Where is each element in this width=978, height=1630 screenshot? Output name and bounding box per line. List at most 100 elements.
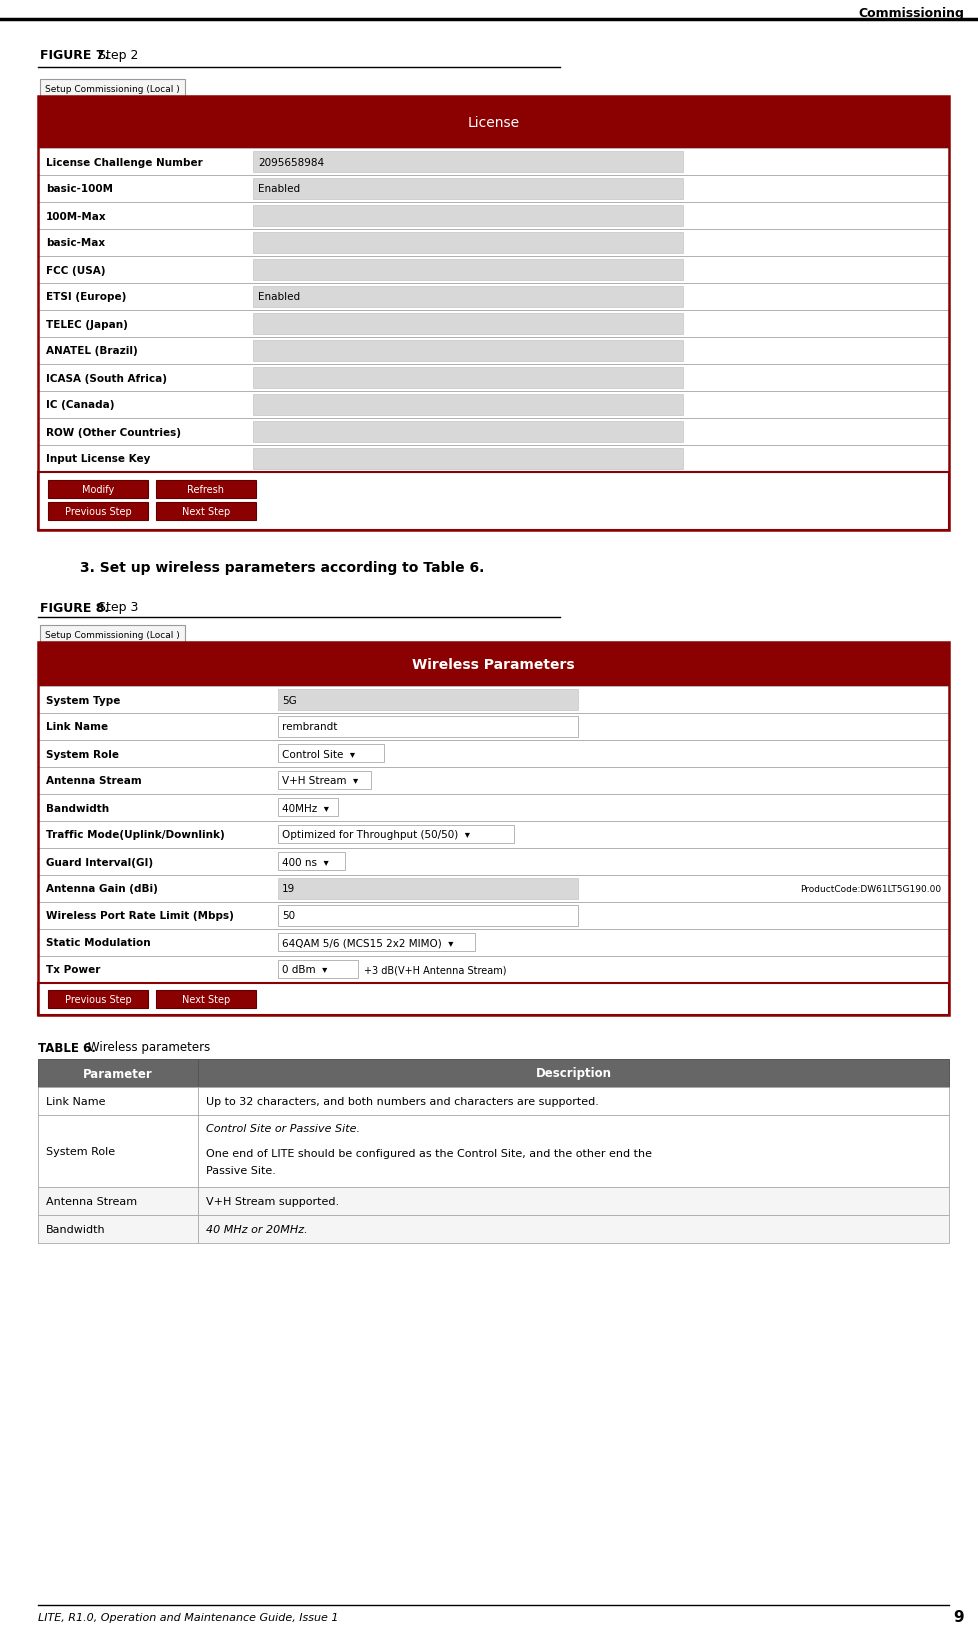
Text: 400 ns  ▾: 400 ns ▾ <box>282 857 329 867</box>
Bar <box>38 794 948 822</box>
Text: TELEC (Japan): TELEC (Japan) <box>46 319 128 329</box>
Text: 2095658984: 2095658984 <box>258 158 324 168</box>
Text: LITE, R1.0, Operation and Maintenance Guide, Issue 1: LITE, R1.0, Operation and Maintenance Gu… <box>38 1612 338 1622</box>
Text: Bandwidth: Bandwidth <box>46 804 109 813</box>
Text: Antenna Stream: Antenna Stream <box>46 1196 137 1206</box>
Bar <box>252 315 683 334</box>
Text: Step 3: Step 3 <box>98 601 138 615</box>
Text: FCC (USA): FCC (USA) <box>46 266 106 275</box>
Bar <box>198 1087 948 1115</box>
Bar <box>252 448 683 469</box>
Bar <box>48 481 148 499</box>
Bar <box>38 822 948 849</box>
Bar <box>156 502 255 520</box>
Text: 64QAM 5/6 (MCS15 2x2 MIMO)  ▾: 64QAM 5/6 (MCS15 2x2 MIMO) ▾ <box>282 937 453 949</box>
Text: System Role: System Role <box>46 750 119 760</box>
Text: FIGURE 8.: FIGURE 8. <box>40 601 109 615</box>
Text: basic-100M: basic-100M <box>46 184 112 194</box>
Bar <box>252 179 683 200</box>
Bar <box>38 419 948 445</box>
Text: Input License Key: Input License Key <box>46 455 151 465</box>
Bar <box>38 714 948 740</box>
Text: Control Site  ▾: Control Site ▾ <box>282 750 355 760</box>
Bar <box>252 233 683 254</box>
Bar <box>38 957 948 983</box>
Bar <box>40 626 185 644</box>
Bar <box>38 983 948 1015</box>
Text: Commissioning: Commissioning <box>858 7 963 20</box>
Text: Passive Site.: Passive Site. <box>205 1165 276 1175</box>
Bar <box>38 768 948 794</box>
Text: Antenna Gain (dBi): Antenna Gain (dBi) <box>46 883 157 893</box>
Bar <box>38 176 948 202</box>
Bar <box>38 1216 198 1244</box>
Text: ANATEL (Brazil): ANATEL (Brazil) <box>46 346 138 357</box>
Bar <box>38 875 948 903</box>
Text: V+H Stream supported.: V+H Stream supported. <box>205 1196 338 1206</box>
Bar <box>252 368 683 390</box>
Bar <box>278 852 344 870</box>
Bar <box>38 929 948 957</box>
Text: V+H Stream  ▾: V+H Stream ▾ <box>282 776 358 786</box>
Bar <box>40 80 185 98</box>
Text: Previous Step: Previous Step <box>65 507 131 517</box>
Bar <box>278 905 577 926</box>
Text: Wireless Port Rate Limit (Mbps): Wireless Port Rate Limit (Mbps) <box>46 911 234 921</box>
Bar <box>252 287 683 308</box>
Text: ProductCode:DW61LT5G190.00: ProductCode:DW61LT5G190.00 <box>799 885 940 893</box>
Text: 19: 19 <box>282 883 295 893</box>
Text: Enabled: Enabled <box>258 184 300 194</box>
Text: System Type: System Type <box>46 694 120 706</box>
Text: Static Modulation: Static Modulation <box>46 937 151 949</box>
Text: Link Name: Link Name <box>46 1097 106 1107</box>
Text: Traffic Mode(Uplink/Downlink): Traffic Mode(Uplink/Downlink) <box>46 830 225 839</box>
Bar <box>278 799 338 817</box>
Bar <box>38 642 948 1015</box>
Bar <box>38 284 948 311</box>
Text: Wireless Parameters: Wireless Parameters <box>412 657 574 672</box>
Text: Next Step: Next Step <box>182 994 230 1004</box>
Text: Setup Commissioning (Local ): Setup Commissioning (Local ) <box>45 631 180 639</box>
Bar <box>252 259 683 280</box>
Bar <box>252 341 683 362</box>
Text: Bandwidth: Bandwidth <box>46 1224 106 1234</box>
Bar <box>252 152 683 173</box>
Bar <box>156 481 255 499</box>
Bar <box>38 258 948 284</box>
Bar <box>38 740 948 768</box>
Bar <box>38 202 948 230</box>
Bar <box>198 1187 948 1216</box>
Text: Modify: Modify <box>82 484 114 494</box>
Bar <box>252 205 683 227</box>
Text: ICASA (South Africa): ICASA (South Africa) <box>46 373 167 383</box>
Text: +3 dB(V+H Antenna Stream): +3 dB(V+H Antenna Stream) <box>364 965 506 975</box>
Bar <box>38 337 948 365</box>
Bar <box>278 960 358 978</box>
Text: 40 MHz or 20MHz.: 40 MHz or 20MHz. <box>205 1224 307 1234</box>
Text: Next Step: Next Step <box>182 507 230 517</box>
Text: 40MHz  ▾: 40MHz ▾ <box>282 804 329 813</box>
Text: Antenna Stream: Antenna Stream <box>46 776 142 786</box>
Text: Parameter: Parameter <box>83 1068 153 1079</box>
Text: System Role: System Role <box>46 1146 115 1156</box>
Bar <box>278 717 577 737</box>
Bar <box>198 1216 948 1244</box>
Text: One end of LITE should be configured as the Control Site, and the other end the: One end of LITE should be configured as … <box>205 1148 651 1159</box>
Text: Optimized for Throughput (50/50)  ▾: Optimized for Throughput (50/50) ▾ <box>282 830 469 839</box>
Text: 50: 50 <box>282 911 294 921</box>
Bar <box>38 1060 198 1087</box>
Text: ROW (Other Countries): ROW (Other Countries) <box>46 427 181 437</box>
Text: Up to 32 characters, and both numbers and characters are supported.: Up to 32 characters, and both numbers an… <box>205 1097 599 1107</box>
Bar <box>48 991 148 1009</box>
Bar <box>38 686 948 714</box>
Bar <box>38 1187 198 1216</box>
Bar <box>252 394 683 416</box>
Text: Description: Description <box>535 1068 611 1079</box>
Bar <box>156 991 255 1009</box>
Text: TABLE 6.: TABLE 6. <box>38 1042 96 1055</box>
Bar <box>38 230 948 258</box>
Text: Previous Step: Previous Step <box>65 994 131 1004</box>
Text: IC (Canada): IC (Canada) <box>46 401 114 411</box>
Text: Enabled: Enabled <box>258 292 300 302</box>
Text: FIGURE 7.: FIGURE 7. <box>40 49 110 62</box>
